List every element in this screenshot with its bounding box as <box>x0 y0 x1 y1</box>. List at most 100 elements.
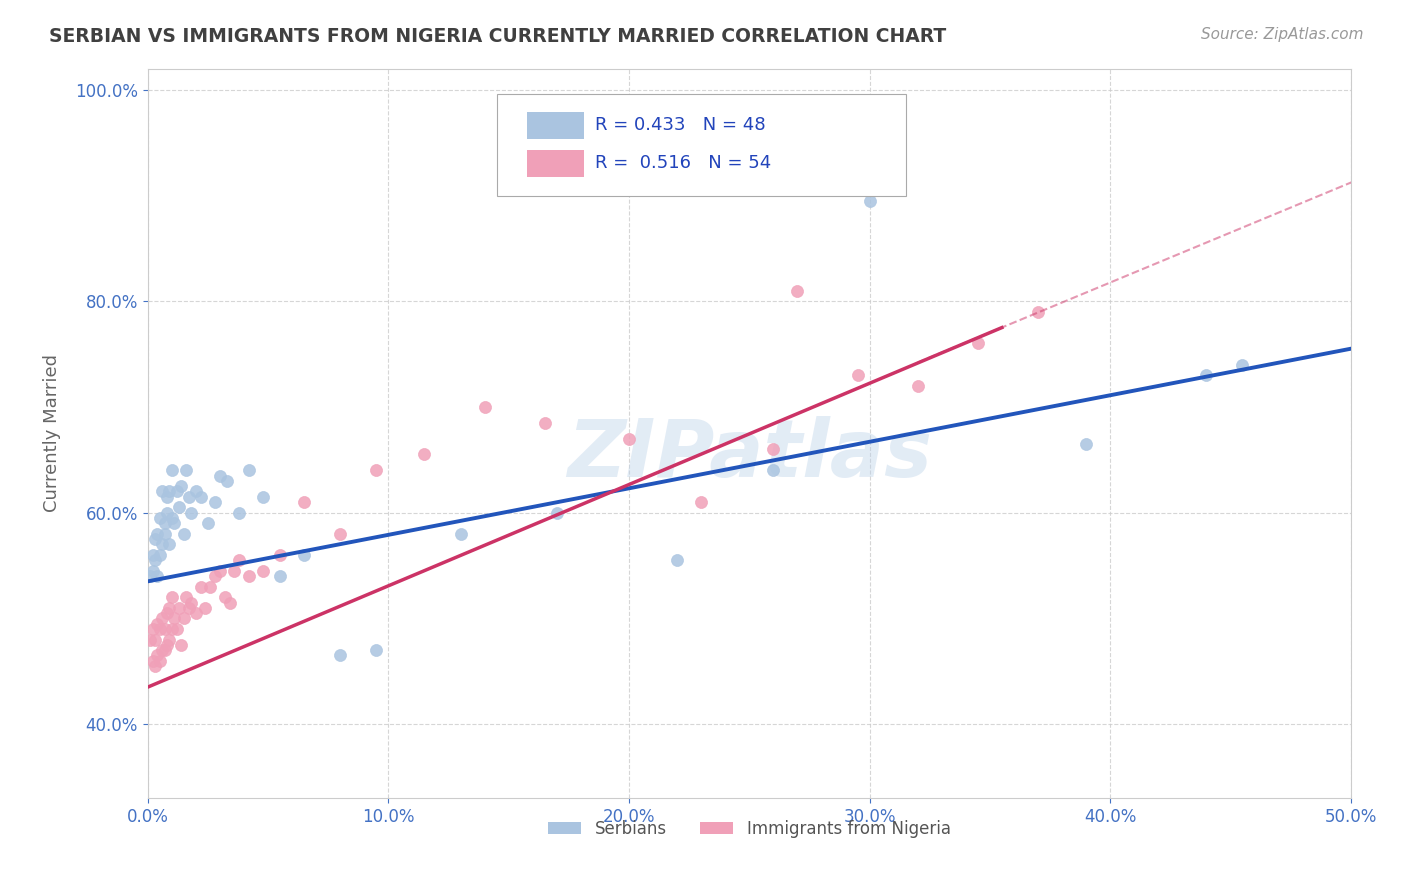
Point <box>218 595 240 609</box>
Point <box>143 532 166 546</box>
Point <box>366 463 388 477</box>
Point <box>160 591 183 605</box>
Point <box>690 495 713 509</box>
Text: R = 0.433   N = 48: R = 0.433 N = 48 <box>595 117 766 135</box>
Point <box>166 484 188 499</box>
Point <box>163 611 186 625</box>
Point <box>156 638 179 652</box>
Point <box>762 463 785 477</box>
Point <box>153 643 176 657</box>
Point <box>174 591 197 605</box>
Point <box>167 500 190 515</box>
Point <box>150 643 173 657</box>
Point <box>170 638 193 652</box>
Point <box>204 569 226 583</box>
Point <box>413 448 436 462</box>
Point <box>177 490 200 504</box>
Text: SERBIAN VS IMMIGRANTS FROM NIGERIA CURRENTLY MARRIED CORRELATION CHART: SERBIAN VS IMMIGRANTS FROM NIGERIA CURRE… <box>49 27 946 45</box>
Point <box>150 611 173 625</box>
Point <box>156 490 179 504</box>
Point <box>157 484 180 499</box>
Point <box>141 548 163 562</box>
Point <box>786 284 808 298</box>
Point <box>762 442 785 457</box>
FancyBboxPatch shape <box>527 150 585 178</box>
Point <box>1026 304 1049 318</box>
Point <box>292 548 315 562</box>
Text: ZIPatlas: ZIPatlas <box>567 417 932 494</box>
Point <box>149 622 172 636</box>
Point <box>163 516 186 531</box>
Point <box>173 526 195 541</box>
Point <box>197 516 219 531</box>
Point <box>269 548 291 562</box>
Point <box>141 654 163 668</box>
Point <box>184 484 207 499</box>
Point <box>1195 368 1218 383</box>
Point <box>214 591 236 605</box>
Point <box>149 548 172 562</box>
Point <box>474 400 496 414</box>
Point <box>238 569 260 583</box>
Y-axis label: Currently Married: Currently Married <box>44 354 60 512</box>
Point <box>177 600 200 615</box>
Point <box>139 569 162 583</box>
Point <box>1074 437 1097 451</box>
Text: R =  0.516   N = 54: R = 0.516 N = 54 <box>595 154 772 172</box>
Point <box>238 463 260 477</box>
Point <box>252 564 274 578</box>
FancyBboxPatch shape <box>527 112 585 139</box>
Point <box>546 506 568 520</box>
Point <box>292 495 315 509</box>
Point <box>156 606 179 620</box>
Point <box>208 468 231 483</box>
Point <box>139 632 162 647</box>
Point <box>153 622 176 636</box>
Point <box>194 600 217 615</box>
Point <box>1232 358 1254 372</box>
Point <box>146 616 169 631</box>
Point <box>190 580 212 594</box>
Point <box>143 553 166 567</box>
Point <box>329 526 352 541</box>
Point <box>153 516 176 531</box>
Point <box>180 506 202 520</box>
Point <box>858 194 880 208</box>
Point <box>450 526 472 541</box>
Point <box>160 511 183 525</box>
FancyBboxPatch shape <box>496 94 905 196</box>
Point <box>170 479 193 493</box>
Point <box>141 564 163 578</box>
Point <box>149 654 172 668</box>
Point <box>150 537 173 551</box>
Point <box>160 622 183 636</box>
Point <box>907 378 929 392</box>
Point <box>966 336 988 351</box>
Point <box>217 474 239 488</box>
Text: Source: ZipAtlas.com: Source: ZipAtlas.com <box>1201 27 1364 42</box>
Point <box>174 463 197 477</box>
Point <box>366 643 388 657</box>
Point <box>200 580 222 594</box>
Point <box>157 537 180 551</box>
Point <box>167 600 190 615</box>
Point <box>228 506 250 520</box>
Point <box>146 569 169 583</box>
Point <box>150 484 173 499</box>
Point <box>149 511 172 525</box>
Point <box>160 463 183 477</box>
Point <box>153 526 176 541</box>
Point <box>141 622 163 636</box>
Point <box>157 632 180 647</box>
Point <box>173 611 195 625</box>
Point <box>224 564 246 578</box>
Point <box>252 490 274 504</box>
Point <box>533 416 555 430</box>
Point <box>208 564 231 578</box>
Point <box>846 368 869 383</box>
Point <box>204 495 226 509</box>
Point <box>190 490 212 504</box>
Point <box>180 595 202 609</box>
Point <box>228 553 250 567</box>
Legend: Serbians, Immigrants from Nigeria: Serbians, Immigrants from Nigeria <box>541 814 957 845</box>
